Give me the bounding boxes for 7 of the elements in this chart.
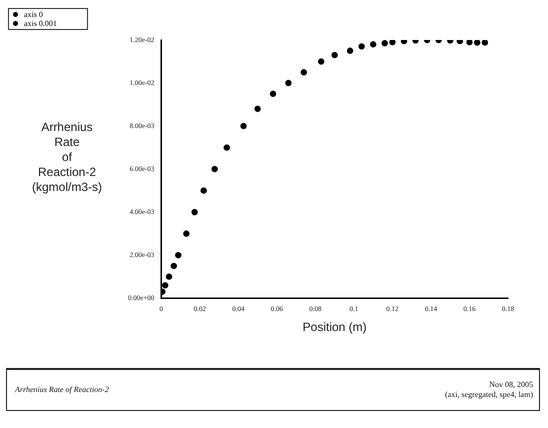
text: Nov 08, 2005 [488, 380, 533, 390]
legend-label: axis 0 [24, 10, 43, 19]
legend-label: axis 0.001 [24, 19, 57, 28]
y-axis-title: Arrhenius Rate of Reaction-2 (kgmol/m3-s) [30, 120, 103, 195]
x-axis-title: Position (m) [302, 320, 367, 334]
text: Arrhenius Rate of Reaction-2 [15, 385, 109, 394]
text: (axi, segregated, spe4, lam) [445, 390, 533, 400]
